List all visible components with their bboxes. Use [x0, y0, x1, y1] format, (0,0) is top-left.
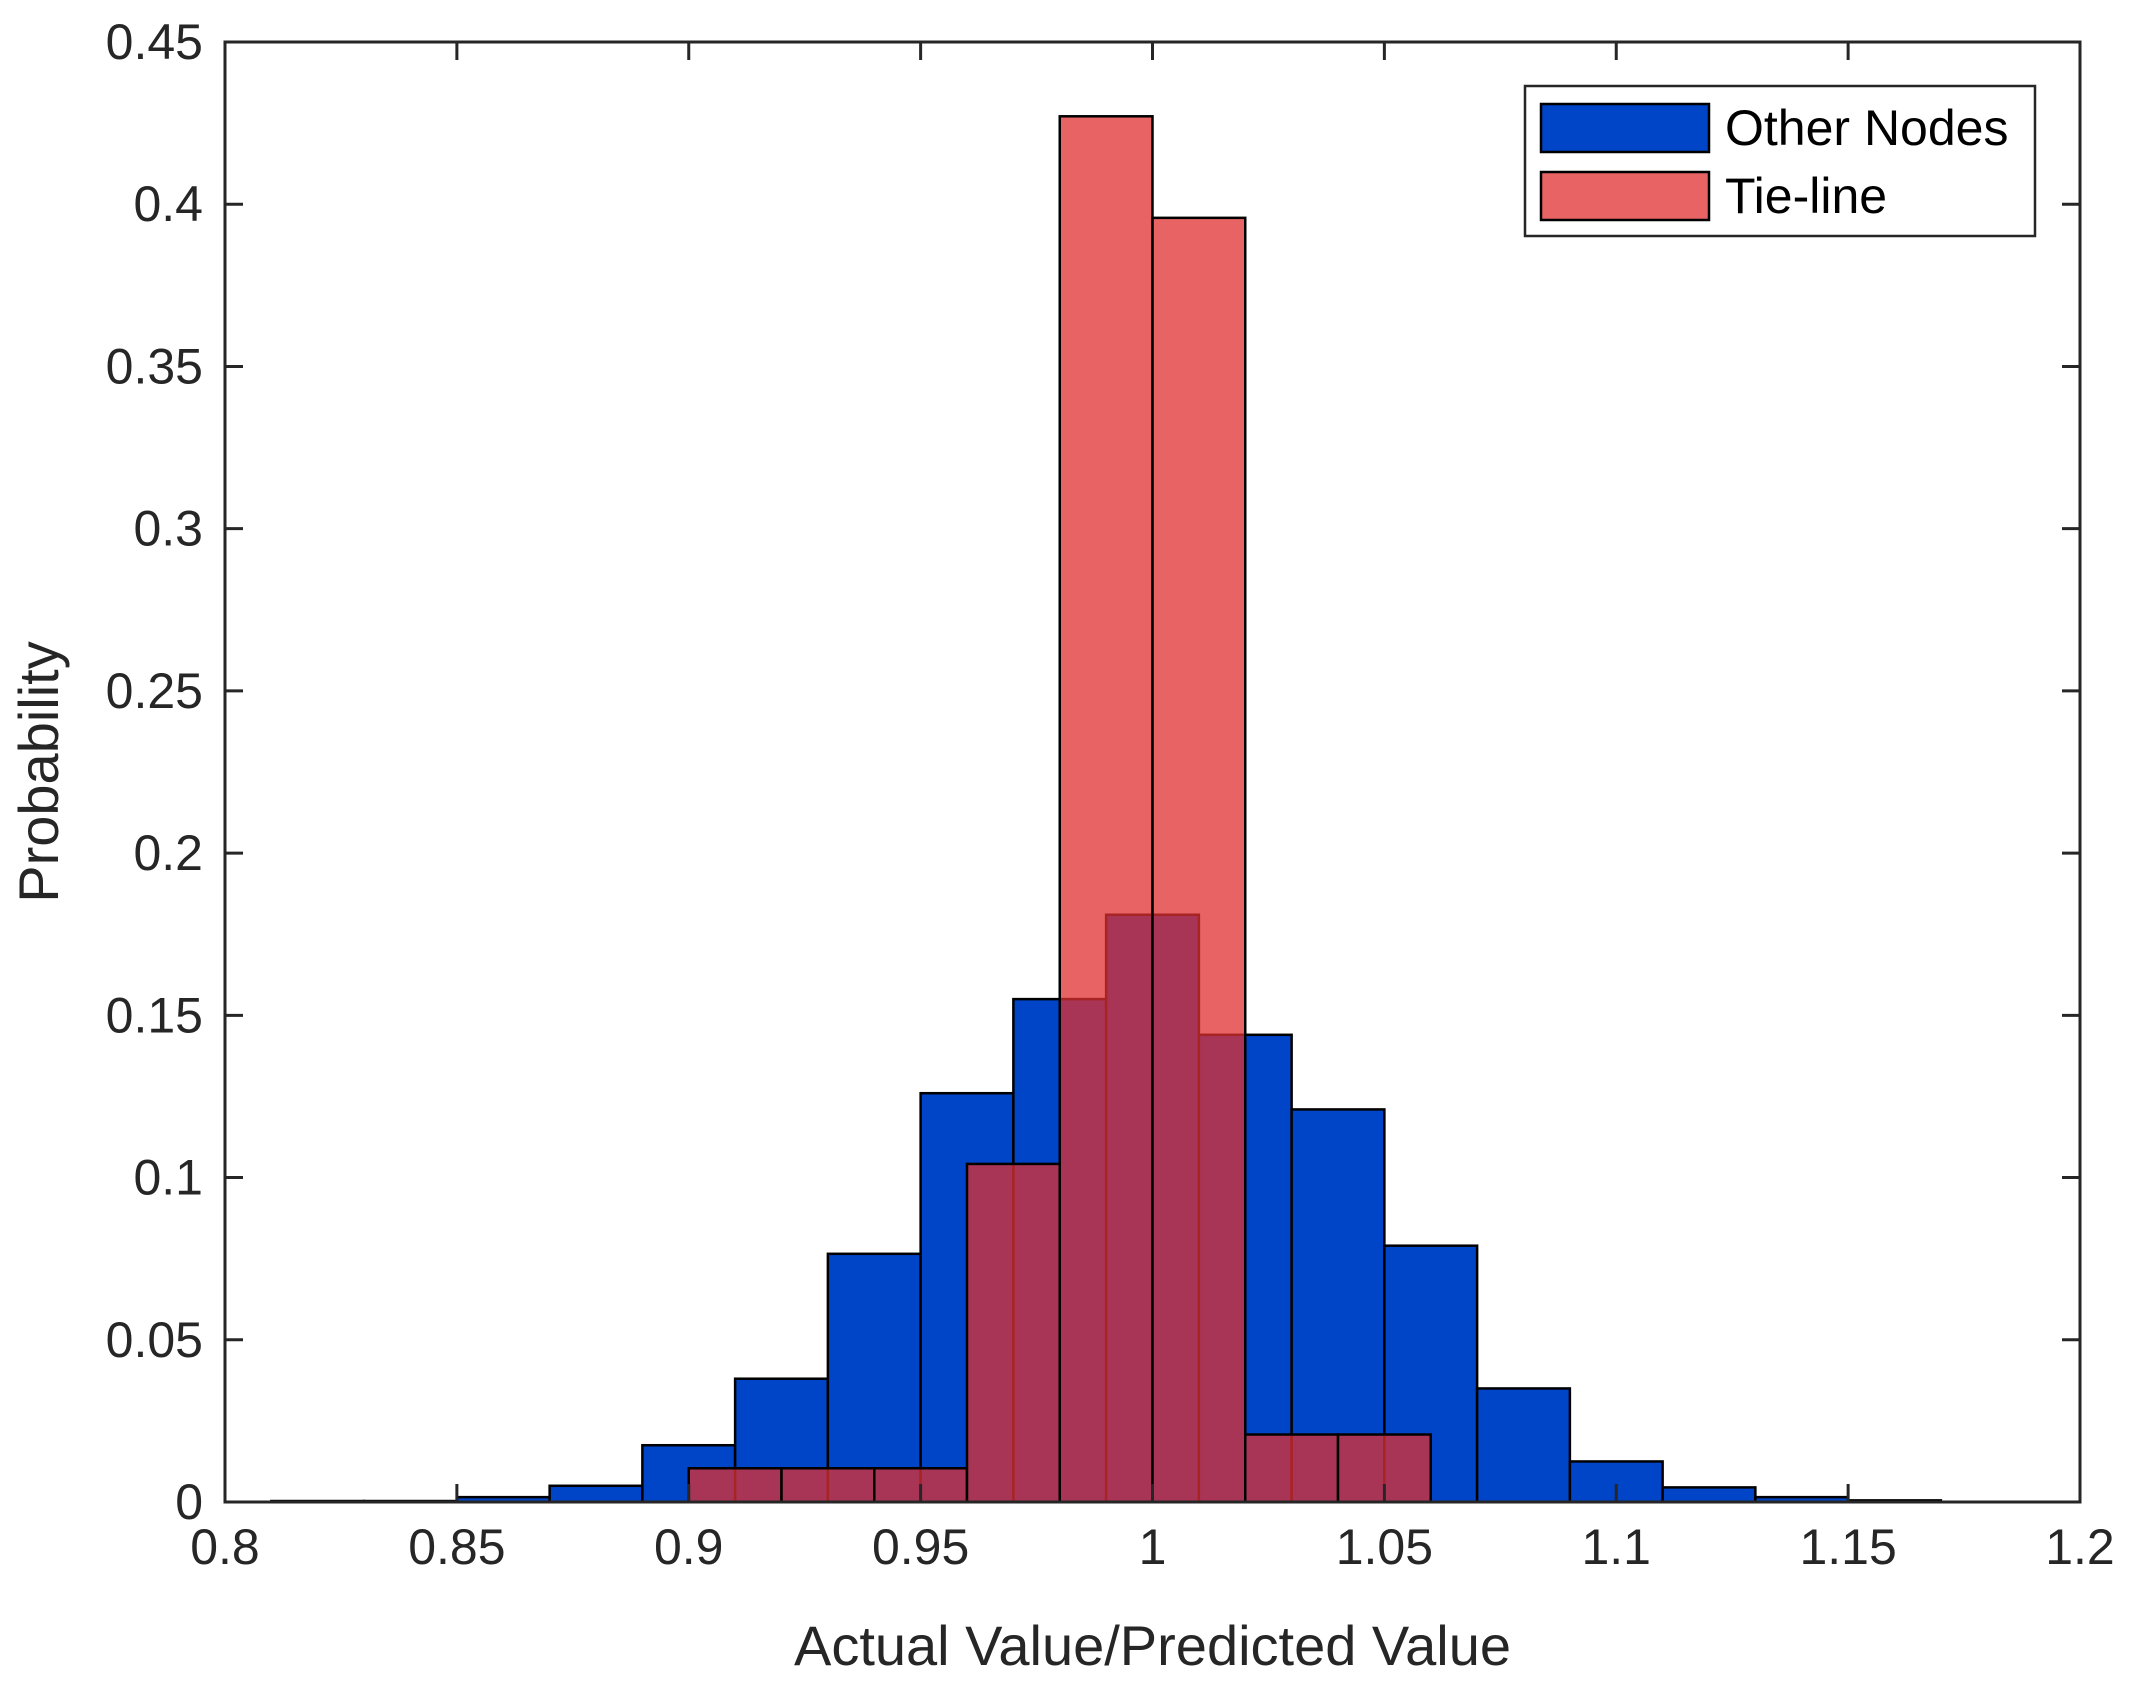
bar-tie-line-0	[687, 1467, 783, 1504]
y-tick-label: 0.15	[106, 987, 203, 1043]
bar-tie-line-5	[1151, 216, 1247, 1504]
legend-swatch	[1539, 102, 1711, 154]
x-tick-label: 1.1	[1581, 1519, 1651, 1575]
bar-other-nodes-14	[1568, 1460, 1664, 1504]
y-tick-label: 0.3	[133, 501, 203, 557]
x-tick-label: 0.85	[408, 1519, 505, 1575]
y-tick-label: 0.1	[133, 1150, 203, 1206]
y-tick-label: 0.35	[106, 338, 203, 394]
x-tick-label: 1.15	[1799, 1519, 1896, 1575]
x-tick-label: 1.2	[2045, 1519, 2115, 1575]
legend: Other Nodes Tie-line	[1523, 84, 2037, 238]
bar-other-nodes-6	[826, 1252, 922, 1504]
y-tick-label: 0.25	[106, 663, 203, 719]
bars-layer	[270, 115, 1943, 1504]
legend-label: Other Nodes	[1725, 100, 2008, 156]
bar-tie-line-3	[965, 1162, 1061, 1504]
y-tick-label: 0.4	[133, 176, 203, 232]
bar-tie-line-4	[1058, 115, 1154, 1504]
ticks-layer: 0.8 0.85 0.9 0.95 1 1.05 1.1 1.15 1.2 0 0.05 0.1 0.1…	[106, 14, 2115, 1575]
x-tick-label: 1	[1139, 1519, 1167, 1575]
x-axis-label: Actual Value/Predicted Value	[794, 1614, 1511, 1677]
y-tick-label: 0.2	[133, 825, 203, 881]
x-tick-label: 0.9	[654, 1519, 724, 1575]
x-tick-label: 1.05	[1336, 1519, 1433, 1575]
y-axis-label: Probability	[7, 641, 70, 902]
legend-label: Tie-line	[1725, 168, 1887, 224]
x-tick-label: 0.8	[190, 1519, 260, 1575]
bar-other-nodes-15	[1661, 1486, 1757, 1504]
bar-tie-line-6	[1244, 1433, 1340, 1504]
bar-tie-line-1	[780, 1467, 876, 1504]
y-tick-label: 0	[175, 1474, 203, 1530]
bar-other-nodes-3	[548, 1484, 644, 1504]
bar-other-nodes-13	[1475, 1387, 1572, 1504]
x-tick-label: 0.95	[872, 1519, 969, 1575]
y-tick-label: 0.05	[106, 1312, 203, 1368]
y-tick-label: 0.45	[106, 14, 203, 70]
legend-swatch	[1539, 170, 1711, 222]
